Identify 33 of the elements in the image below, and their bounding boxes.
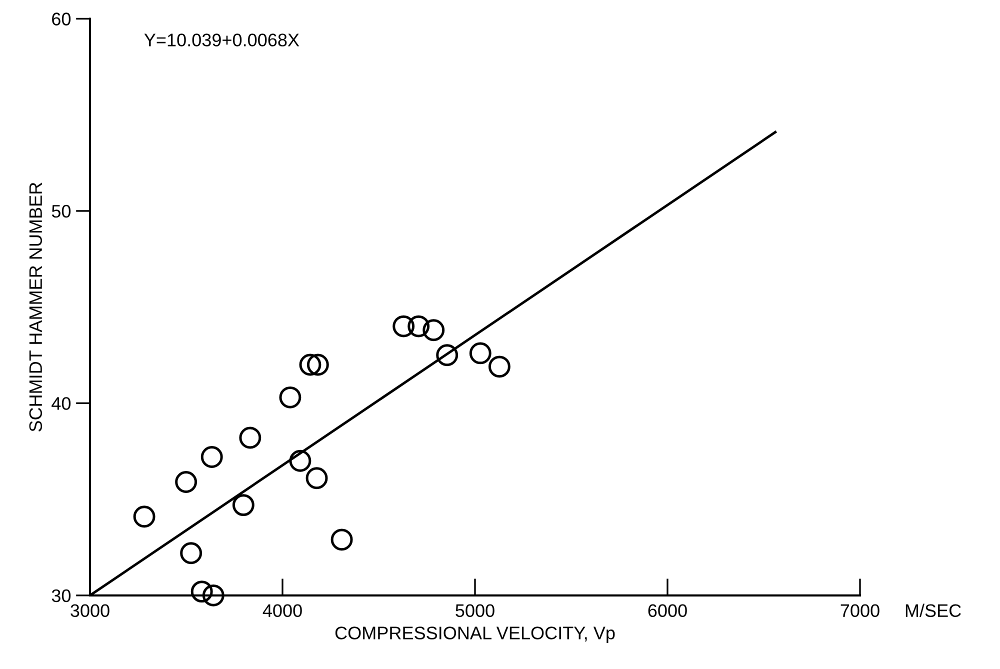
point <box>239 426 262 449</box>
point <box>232 494 254 516</box>
annotation: Y=10.039+0.0068X <box>144 34 300 46</box>
y-axis-title: SCHMIDT HAMMER NUMBER <box>29 182 42 432</box>
point <box>279 386 302 408</box>
point <box>202 584 224 606</box>
y-tick-label: 50 <box>52 204 71 218</box>
point <box>180 542 202 564</box>
point <box>190 580 213 603</box>
point <box>488 356 510 378</box>
x-tick-label: 3000 <box>70 604 110 618</box>
point <box>330 528 353 551</box>
point <box>200 446 223 468</box>
point <box>422 319 445 342</box>
y-tick-label: 60 <box>52 12 71 26</box>
point <box>392 315 415 338</box>
point <box>289 450 312 472</box>
x-tick-label: 4000 <box>262 604 302 618</box>
point <box>133 506 156 528</box>
y-tick-label: 40 <box>52 397 71 410</box>
text: M/SEC <box>906 604 961 618</box>
point <box>175 471 198 493</box>
point <box>306 467 328 490</box>
x-tick-label: 7000 <box>840 604 880 618</box>
point <box>306 354 329 376</box>
x-tick-label: 5000 <box>456 604 494 618</box>
x-tick-label: 6000 <box>648 604 687 618</box>
y-tick-label: 30 <box>52 589 71 602</box>
point <box>436 344 458 366</box>
x-axis-title: COMPRESSIONAL VELOCITY, Vp <box>335 626 615 643</box>
point <box>299 354 322 376</box>
point <box>469 342 492 364</box>
point <box>408 315 430 338</box>
